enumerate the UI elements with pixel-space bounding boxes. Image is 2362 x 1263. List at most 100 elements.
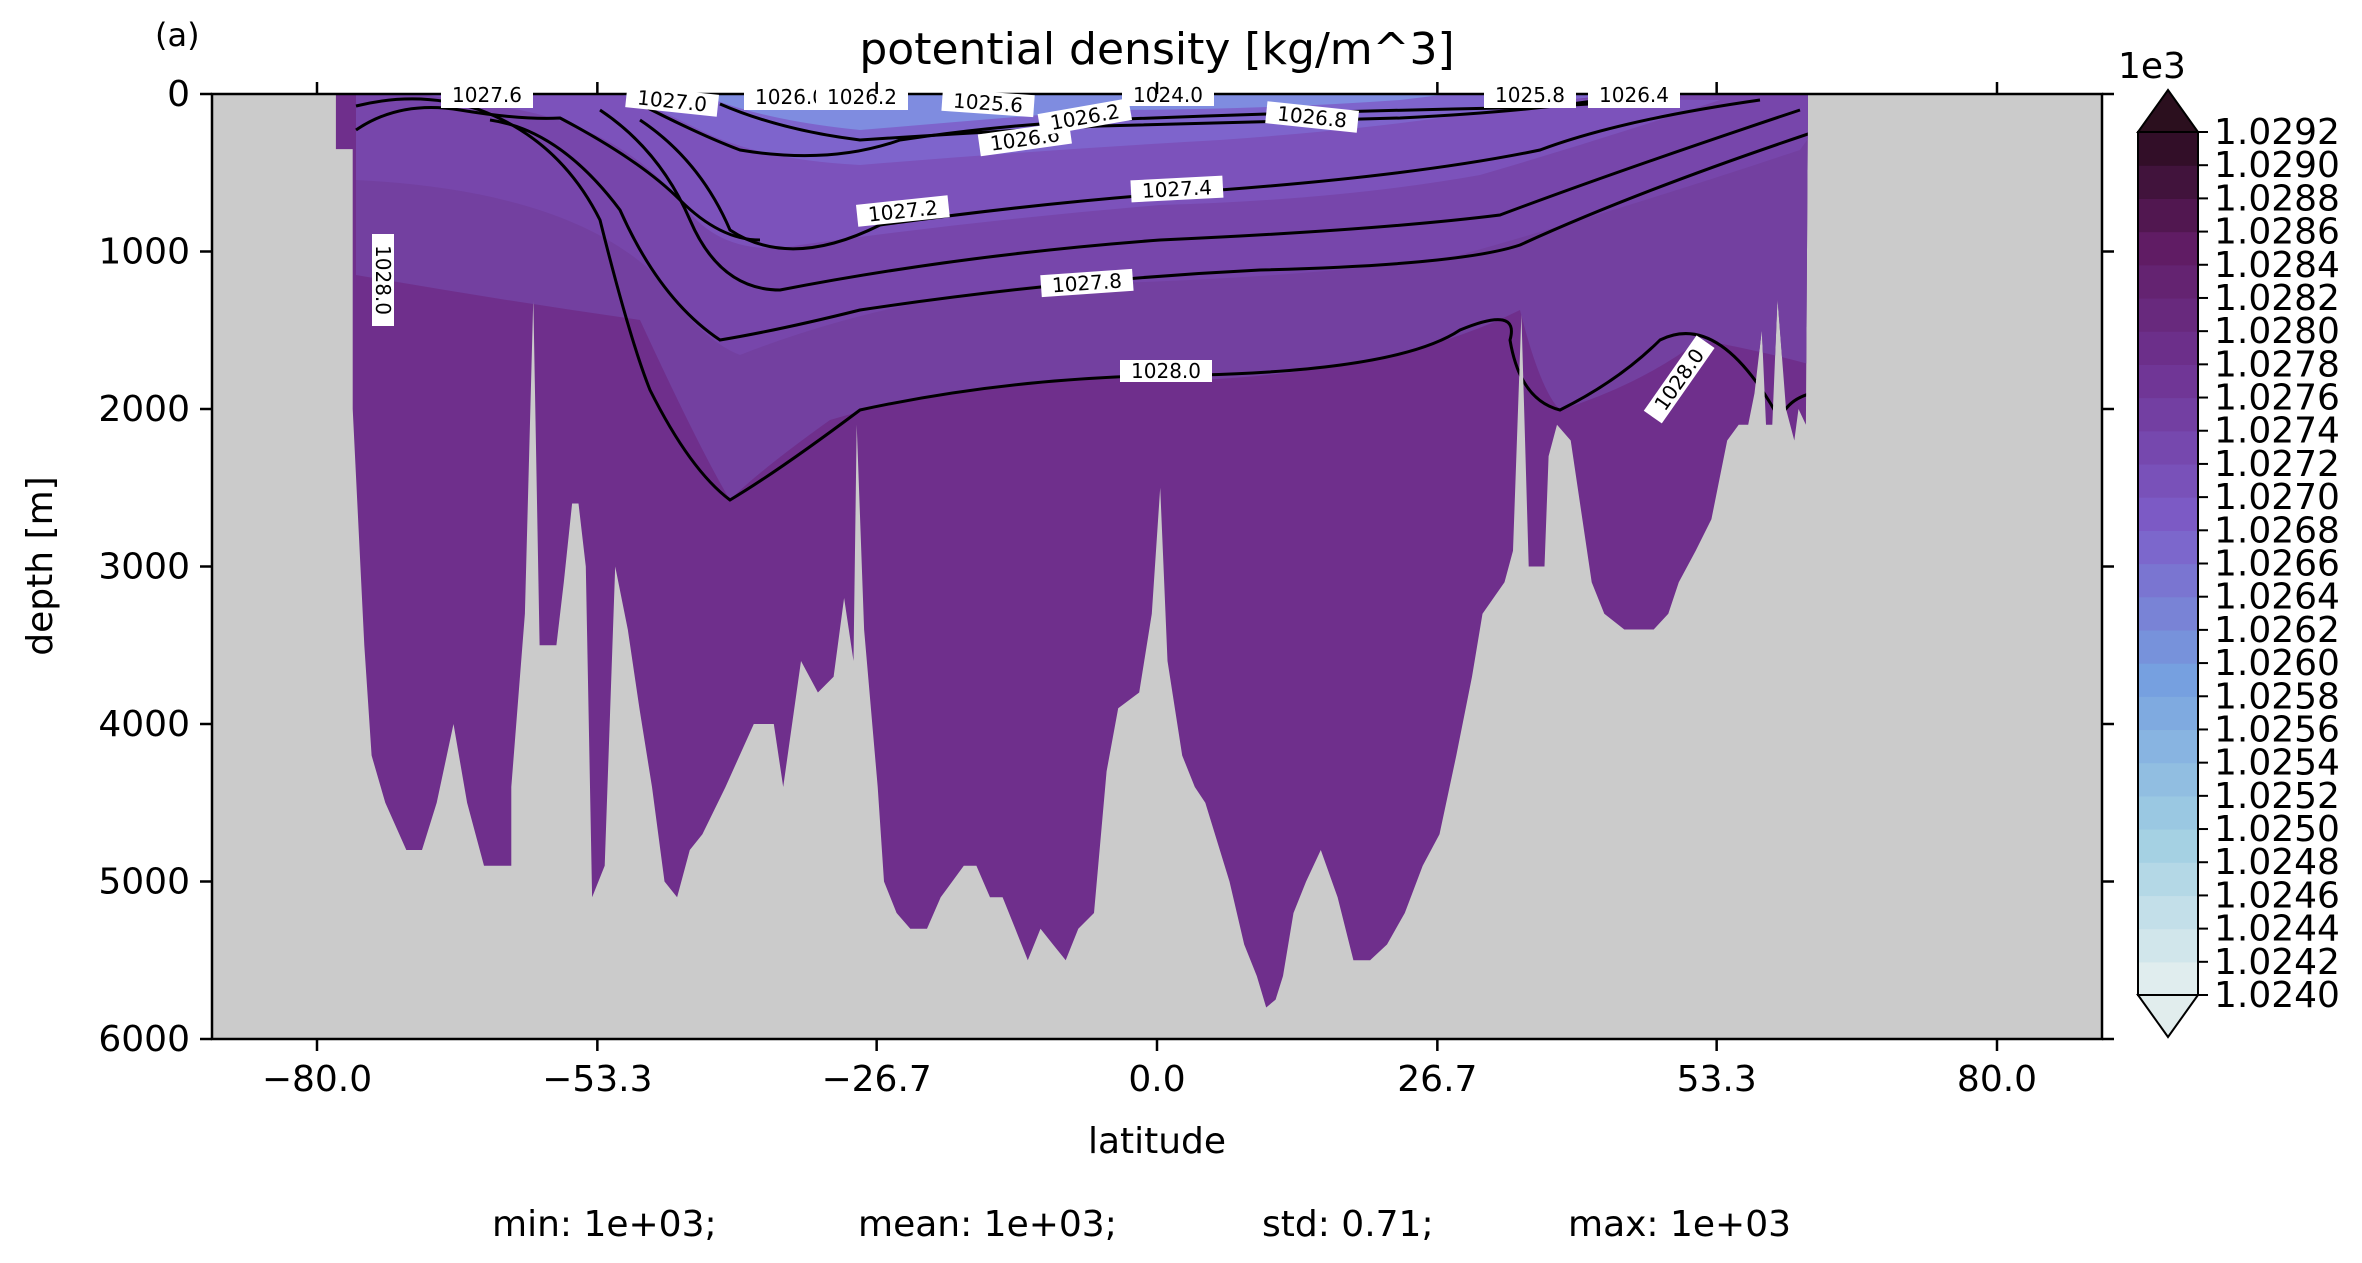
colorbar-max-extend xyxy=(2136,88,2200,133)
colorbar-bin xyxy=(2138,895,2198,930)
contour-label: 1027.8 xyxy=(1051,269,1122,298)
colorbar-tick-label: 1.0292 xyxy=(2214,112,2340,153)
colorbar-tick-label: 1.0268 xyxy=(2214,510,2340,551)
y-tick-label: 6000 xyxy=(98,1019,190,1060)
contour-label: 1026.4 xyxy=(1599,83,1669,107)
colorbar-tick-label: 1.0278 xyxy=(2214,344,2340,385)
contour-line-1027-2 xyxy=(639,98,1761,251)
colorbar-tick-label: 1.0248 xyxy=(2214,842,2340,883)
y-tick-label: 0 xyxy=(167,74,190,115)
colorbar-tick-label: 1.0244 xyxy=(2214,909,2340,950)
x-tick-label: 80.0 xyxy=(1957,1059,2037,1100)
contour-label: 1025.6 xyxy=(952,89,1023,118)
contour-label: 1026.2 xyxy=(827,85,897,109)
colorbar-multiplier: 1e3 xyxy=(2118,46,2186,87)
colorbar-tick-label: 1.0288 xyxy=(2214,178,2340,219)
colorbar-tick-label: 1.0252 xyxy=(2214,776,2340,817)
y-tick-label: 5000 xyxy=(98,862,190,903)
contour-line-1027-6 xyxy=(355,106,761,242)
colorbar-tick-label: 1.0264 xyxy=(2214,577,2340,618)
colorbar-tick-label: 1.0250 xyxy=(2214,809,2340,850)
y-axis-label: depth [m] xyxy=(20,476,61,655)
colorbar-bin xyxy=(2138,862,2198,897)
isopycnal-contours xyxy=(355,94,1808,502)
colorbar-tick-label: 1.0240 xyxy=(2214,975,2340,1016)
colorbar-bin xyxy=(2138,530,2198,565)
contour-label: 1024.0 xyxy=(1133,83,1203,107)
x-tick-label: 0.0 xyxy=(1128,1059,1185,1100)
colorbar-bin xyxy=(2138,596,2198,631)
colorbar: 1e3 1.02401.02421.02441.02461.02481.0250… xyxy=(2118,46,2340,1039)
colorbar-bin xyxy=(2138,497,2198,531)
colorbar-bins xyxy=(2138,132,2198,996)
colorbar-tick-label: 1.0270 xyxy=(2214,477,2340,518)
contour-label-group: 1027.6 1027.0 1026.0 1026.2 1025.6 1026.… xyxy=(371,83,1715,424)
y-tick-label: 2000 xyxy=(98,389,190,430)
colorbar-bin xyxy=(2138,397,2198,432)
colorbar-bin xyxy=(2138,165,2198,199)
colorbar-bin xyxy=(2138,463,2198,498)
colorbar-tick-label: 1.0276 xyxy=(2214,378,2340,419)
contour-label: 1027.4 xyxy=(1141,175,1212,203)
contour-label: 1028.0 xyxy=(371,245,395,315)
stat-max: max: 1e+03 xyxy=(1568,1204,1791,1245)
stat-mean: mean: 1e+03; xyxy=(858,1204,1117,1245)
colorbar-tick-label: 1.0260 xyxy=(2214,643,2340,684)
colorbar-bin xyxy=(2138,563,2198,598)
panel-label: (a) xyxy=(155,16,200,54)
colorbar-bin xyxy=(2138,762,2198,797)
stat-min: min: 1e+03; xyxy=(492,1204,717,1245)
colorbar-bin xyxy=(2138,696,2198,731)
colorbar-tick-label: 1.0286 xyxy=(2214,212,2340,253)
colorbar-bin xyxy=(2138,961,2198,996)
colorbar-ticks: 1.02401.02421.02441.02461.02481.02501.02… xyxy=(2198,112,2340,1016)
contour-label: 1028.0 xyxy=(1131,359,1201,383)
contour-label: 1025.8 xyxy=(1495,83,1565,107)
x-tick-label: 26.7 xyxy=(1397,1059,1477,1100)
contour-label: 1026.0 xyxy=(755,85,825,109)
stat-std: std: 0.71; xyxy=(1262,1204,1434,1245)
colorbar-bin xyxy=(2138,231,2198,266)
colorbar-tick-label: 1.0256 xyxy=(2214,709,2340,750)
plot-area xyxy=(210,92,2104,1041)
colorbar-bin xyxy=(2138,198,2198,233)
x-tick-label: −80.0 xyxy=(262,1059,372,1100)
y-tick-label: 1000 xyxy=(98,232,190,273)
colorbar-bin xyxy=(2138,663,2198,697)
colorbar-tick-label: 1.0262 xyxy=(2214,610,2340,651)
chart-title: potential density [kg/m^3] xyxy=(859,24,1454,75)
colorbar-tick-label: 1.0280 xyxy=(2214,311,2340,352)
contour-line-1027-8 xyxy=(489,118,1808,342)
contour-label: 1027.6 xyxy=(452,83,522,107)
colorbar-bin xyxy=(2138,297,2198,332)
colorbar-bin xyxy=(2138,928,2198,963)
colorbar-tick-label: 1.0242 xyxy=(2214,942,2340,983)
colorbar-bin xyxy=(2138,430,2198,465)
x-axis-label: latitude xyxy=(1088,1121,1226,1162)
contour-line-1026-6 xyxy=(719,98,1601,142)
colorbar-bin xyxy=(2138,264,2198,299)
colorbar-tick-label: 1.0258 xyxy=(2214,676,2340,717)
x-tick-label: −26.7 xyxy=(821,1059,931,1100)
colorbar-bin xyxy=(2138,331,2198,365)
stats-footer: min: 1e+03; mean: 1e+03; std: 0.71; max:… xyxy=(492,1204,1791,1245)
colorbar-tick-label: 1.0272 xyxy=(2214,444,2340,485)
colorbar-min-extend xyxy=(2136,994,2200,1039)
colorbar-bin xyxy=(2138,629,2198,664)
colorbar-tick-label: 1.0274 xyxy=(2214,411,2340,452)
colorbar-bin xyxy=(2138,795,2198,830)
x-tick-label: −53.3 xyxy=(542,1059,652,1100)
colorbar-tick-label: 1.0254 xyxy=(2214,743,2340,784)
contour-line-1028-0 xyxy=(355,97,1808,502)
y-tick-label: 3000 xyxy=(98,547,190,588)
colorbar-tick-label: 1.0266 xyxy=(2214,544,2340,585)
y-axis: 0 1000 2000 3000 4000 5000 6000 xyxy=(98,74,2114,1060)
colorbar-bin xyxy=(2138,729,2198,764)
y-tick-label: 4000 xyxy=(98,704,190,745)
colorbar-bin xyxy=(2138,364,2198,399)
colorbar-tick-label: 1.0246 xyxy=(2214,875,2340,916)
colorbar-tick-label: 1.0282 xyxy=(2214,278,2340,319)
colorbar-bin xyxy=(2138,132,2198,166)
colorbar-tick-label: 1.0290 xyxy=(2214,145,2340,186)
